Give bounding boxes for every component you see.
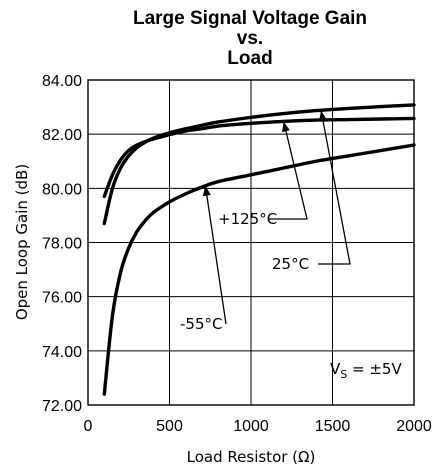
series-line-0 <box>102 143 416 396</box>
x-tick-labels: 0 500 1000 1500 2000 <box>84 418 432 435</box>
svg-text:VS = ±5V: VS = ±5V <box>330 360 402 381</box>
annotation-leader-1 <box>318 110 351 265</box>
y-tick-label-4: 80.00 <box>42 181 82 198</box>
condition-subscript: S <box>340 368 347 381</box>
title-line-3: Load <box>227 48 272 69</box>
annotation-leader-2 <box>204 185 227 325</box>
annotation-label-0: +125°C <box>218 210 277 228</box>
chart-title: Large Signal Voltage Gain vs. Load <box>133 8 367 69</box>
y-tick-label-5: 82.00 <box>42 127 82 144</box>
y-axis-label: Open Loop Gain (dB) <box>13 164 31 320</box>
plot-frame <box>87 79 415 406</box>
annotation-arrowhead-1 <box>319 110 327 122</box>
annotation-arrowhead-2 <box>202 185 211 197</box>
annotations: +125°C 25°C -55°C <box>180 110 351 333</box>
y-tick-labels: 72.00 74.00 76.00 78.00 80.00 82.00 84.00 <box>42 73 82 415</box>
grid-lines <box>88 80 414 405</box>
title-line-2: vs. <box>237 28 263 49</box>
y-tick-label-1: 74.00 <box>42 344 82 361</box>
title-line-1: Large Signal Voltage Gain <box>133 8 367 29</box>
x-axis-label: Load Resistor (Ω) <box>187 448 316 466</box>
x-tick-label-2: 1000 <box>233 418 269 435</box>
y-tick-label-3: 78.00 <box>42 236 82 253</box>
annotation-arrowhead-0 <box>282 121 290 133</box>
y-tick-label-0: 72.00 <box>42 398 82 415</box>
y-tick-label-6: 84.00 <box>42 73 82 90</box>
annotation-label-1: 25°C <box>272 255 309 273</box>
condition-label: VS = ±5V <box>330 360 402 381</box>
annotation-leader-0 <box>268 121 308 220</box>
x-tick-label-3: 1500 <box>315 418 351 435</box>
series-line-1 <box>102 116 416 199</box>
annotation-label-2: -55°C <box>180 315 222 333</box>
condition-main: V <box>330 360 341 378</box>
series-line-2 <box>102 103 416 226</box>
condition-value: = ±5V <box>347 360 402 378</box>
y-tick-label-2: 76.00 <box>42 290 82 307</box>
x-tick-label-4: 2000 <box>396 418 432 435</box>
x-tick-label-1: 500 <box>156 418 183 435</box>
x-tick-label-0: 0 <box>84 418 93 435</box>
